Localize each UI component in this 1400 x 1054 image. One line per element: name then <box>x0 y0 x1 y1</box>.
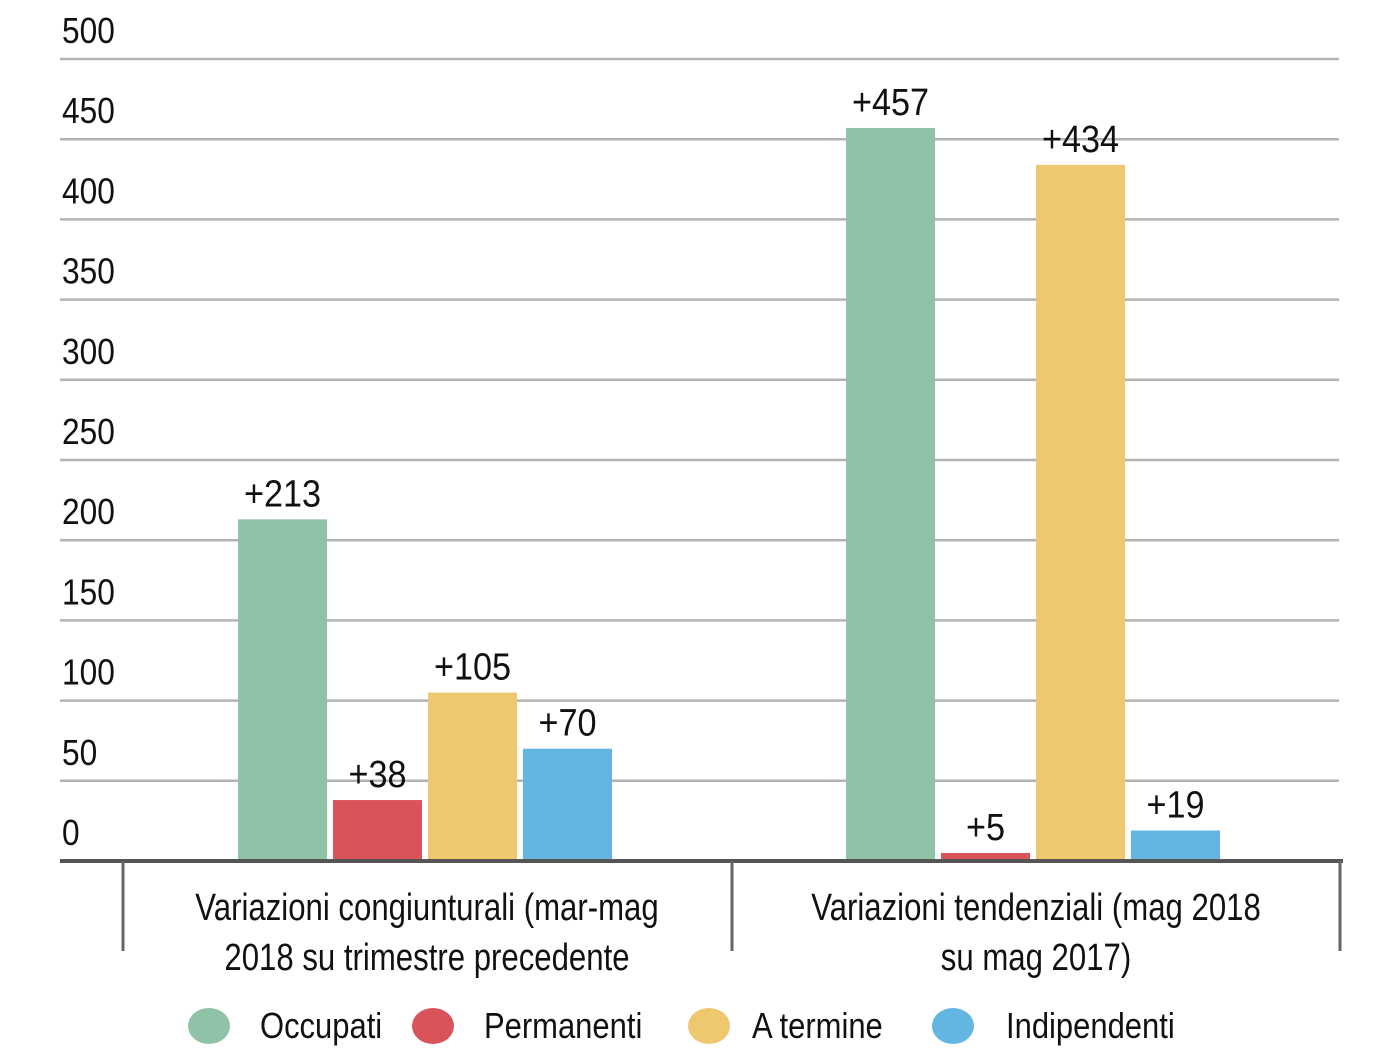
legend-marker-occupati-icon <box>188 1008 230 1044</box>
legend-label: Indipendenti <box>1006 1005 1175 1046</box>
bar-value-label: +213 <box>244 472 321 515</box>
legend-marker-permanenti-icon <box>412 1008 454 1044</box>
legend-label: Permanenti <box>484 1005 643 1046</box>
legend-item-indipendenti[interactable]: Indipendenti <box>932 998 1202 1054</box>
legend-marker-a-termine-icon <box>688 1008 730 1044</box>
y-tick-label: 100 <box>62 653 115 693</box>
x-axis-category-labels: Variazioni congiunturali (mar-mag 2018 su… <box>195 887 1260 979</box>
y-tick-label: 500 <box>62 11 115 51</box>
category-label-line: Variazioni congiunturali (mar-mag <box>195 887 658 929</box>
y-tick-label: 150 <box>62 573 115 613</box>
bar-indipendenti-2 <box>1131 830 1220 861</box>
y-tick-label: 250 <box>62 412 115 452</box>
bar-occupati-1 <box>238 519 327 861</box>
bar-value-label: +457 <box>852 80 929 123</box>
y-tick-label: 350 <box>62 252 115 292</box>
bar-value-label: +19 <box>1147 783 1205 826</box>
category-label-line: su mag 2017) <box>941 937 1131 979</box>
y-tick-label: 450 <box>62 91 115 131</box>
bars <box>238 127 1220 862</box>
legend-label: Occupati <box>260 1005 383 1046</box>
legend-marker-indipendenti-icon <box>932 1008 974 1044</box>
bar-permanenti-2 <box>941 852 1030 861</box>
bar-a-termine-1 <box>428 692 517 861</box>
y-axis-tick-labels: 0 50 100 150 200 250 300 350 400 450 500 <box>62 11 115 853</box>
y-tick-label: 200 <box>62 492 115 532</box>
x-axis <box>60 859 1343 951</box>
y-tick-label: 0 <box>62 813 80 853</box>
category-label-line: Variazioni tendenziali (mag 2018 <box>811 887 1261 929</box>
legend-item-permanenti[interactable]: Permanenti <box>412 998 668 1054</box>
bar-value-label: +70 <box>539 701 597 744</box>
legend-label: A termine <box>752 1005 883 1046</box>
y-tick-label: 400 <box>62 172 115 212</box>
legend-item-occupati[interactable]: Occupati <box>188 998 402 1054</box>
bar-permanenti-1 <box>333 800 422 861</box>
y-tick-label: 50 <box>62 733 97 773</box>
bar-indipendenti-1 <box>523 748 612 861</box>
y-tick-label: 300 <box>62 332 115 372</box>
legend-item-a-termine[interactable]: A termine <box>688 998 904 1054</box>
bar-value-label: +38 <box>349 752 407 795</box>
legend: Occupati Permanenti A termine Indipenden… <box>0 998 1400 1054</box>
bar-a-termine-2 <box>1036 164 1125 861</box>
bar-value-label: +5 <box>966 805 1005 848</box>
bar-value-label: +105 <box>434 645 511 688</box>
bar-value-labels: +213 +457 +38 +5 +105 +434 +70 +19 <box>244 80 1204 848</box>
category-label-line: 2018 su trimestre precedente <box>224 937 629 979</box>
bar-value-label: +434 <box>1042 117 1119 160</box>
bar-occupati-2 <box>846 127 935 862</box>
